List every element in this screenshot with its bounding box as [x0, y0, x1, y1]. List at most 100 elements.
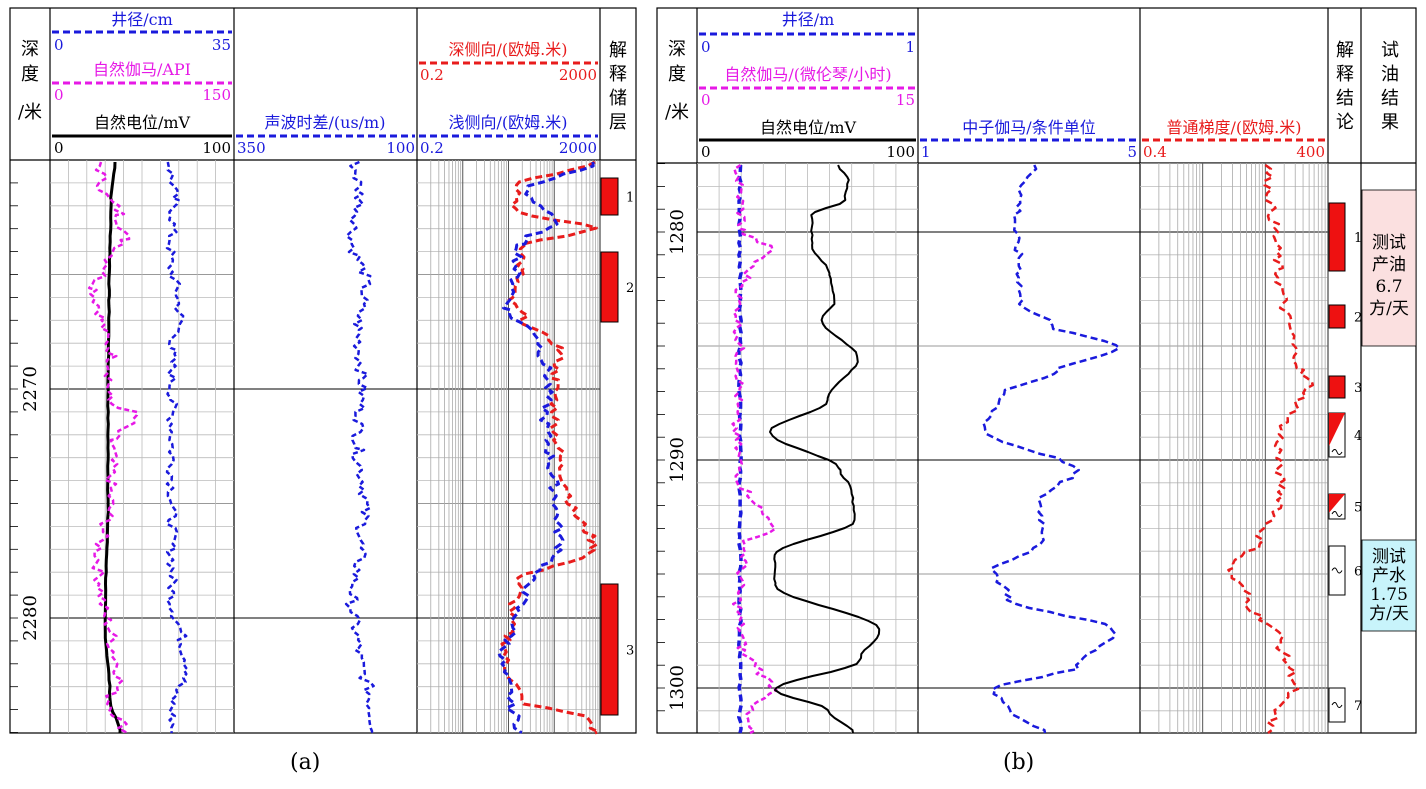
a-sp-label: 自然电位/mV	[94, 113, 191, 132]
panel-b-conclusion-header-1: 解	[1336, 40, 1354, 61]
b-gradient-label: 普通梯度/(欧姆.米)	[1167, 118, 1302, 137]
panel-a-interp-header-4: 层	[609, 112, 627, 133]
a-depth-label-2270: 2270	[20, 366, 41, 412]
a-caliper-min: 0	[54, 36, 64, 54]
b-neutron-min: 1	[921, 143, 931, 161]
b-gradient-curve	[1227, 163, 1315, 734]
b-layer-2	[1328, 304, 1346, 329]
b-layer-3	[1328, 375, 1346, 399]
a-sp-max: 100	[202, 139, 231, 157]
a-sonic-min: 350	[237, 139, 266, 157]
b-test-1-line-4: 方/天	[1369, 299, 1409, 319]
panel-a-interp-header-2: 释	[609, 64, 627, 85]
a-caliper-max: 35	[212, 36, 231, 54]
a-deep-curve	[500, 160, 600, 735]
b-gradient-min: 0.4	[1143, 143, 1167, 161]
b-depth-label-1280: 1280	[667, 209, 688, 255]
b-layer-label-2: 2	[1354, 311, 1362, 326]
b-test-2-line-3: 1.75	[1370, 585, 1408, 605]
b-layer-label-3: 3	[1354, 381, 1362, 396]
b-caliper-label: 井径/m	[782, 10, 835, 29]
b-sp-label: 自然电位/mV	[760, 118, 857, 137]
b-test-box-1	[1361, 189, 1417, 347]
b-gamma-max: 15	[896, 91, 915, 109]
panel-b-depth-header-3: /米	[665, 102, 689, 123]
a-sonic-curve	[344, 160, 376, 735]
a-reservoir-label-2: 2	[626, 281, 634, 296]
b-depth-label-1290: 1290	[667, 437, 688, 483]
a-caliper-curve	[165, 161, 188, 734]
panel-b-depth-header-2: 度	[668, 64, 686, 85]
caption-b: (b)	[1003, 750, 1035, 775]
panel-b-conclusion-header-2: 释	[1336, 64, 1354, 85]
b-test-2-line-2: 产水	[1372, 566, 1406, 586]
panel-b-conclusion-header-4: 论	[1336, 112, 1354, 133]
b-layer-label-6: 6	[1354, 565, 1362, 580]
a-reservoir-2	[600, 251, 619, 323]
b-depth-label-1300: 1300	[667, 665, 688, 711]
a-caliper-label: 井径/cm	[111, 10, 173, 29]
panel-a-depth-header-1: 深	[21, 39, 39, 60]
b-test-1-line-3: 6.7	[1375, 277, 1402, 297]
a-shallow-label: 浅侧向/(欧姆.米)	[449, 113, 568, 132]
b-layer-label-4: 4	[1354, 429, 1362, 444]
a-reservoir-label-3: 3	[626, 644, 634, 659]
b-gamma-label: 自然伽马/(微伦琴/小时)	[724, 65, 891, 84]
panel-a-interp-header-3: 储	[609, 88, 627, 109]
a-reservoir-1	[600, 177, 619, 216]
b-test-1-line-1: 测试	[1372, 233, 1406, 253]
b-test-2-line-4: 方/天	[1369, 604, 1409, 624]
b-layer-label-5: 5	[1354, 501, 1362, 516]
panel-a-frame	[9, 7, 637, 734]
a-sonic-max: 100	[386, 139, 415, 157]
b-layer-5-water-mark	[1331, 511, 1343, 517]
panel-b-conclusion-header-3: 结	[1336, 88, 1354, 109]
a-deep-label: 深侧向/(欧姆.米)	[449, 40, 568, 59]
a-sp-min: 0	[54, 139, 64, 157]
a-depth-label-2280: 2280	[20, 595, 41, 641]
b-gamma-curve	[731, 163, 778, 735]
b-layer-6-water-mark	[1331, 567, 1343, 574]
b-gamma-min: 0	[701, 91, 711, 109]
a-shallow-max: 2000	[559, 139, 597, 157]
panel-b-test-header-2: 油	[1381, 64, 1399, 85]
a-gamma-label: 自然伽马/API	[93, 60, 191, 79]
b-caliper-max: 1	[905, 38, 915, 56]
b-layer-4-oil-part	[1329, 413, 1345, 446]
b-layer-label-7: 7	[1354, 699, 1362, 714]
b-neutron-label: 中子伽马/条件单位	[962, 118, 1095, 137]
b-layer-1	[1328, 202, 1346, 272]
a-sonic-label: 声波时差/(us/m)	[265, 113, 386, 132]
a-gamma-max: 150	[202, 86, 231, 104]
a-deep-min: 0.2	[420, 66, 444, 84]
b-layer-4-water-mark	[1331, 449, 1343, 455]
a-gamma-curve	[87, 161, 139, 734]
b-layer-label-1: 1	[1354, 231, 1362, 246]
panel-b-frame	[656, 7, 1417, 734]
a-shallow-min: 0.2	[420, 139, 444, 157]
panel-b-depth-header-1: 深	[668, 39, 686, 60]
a-deep-max: 2000	[559, 66, 597, 84]
b-layer-7-water-mark	[1331, 702, 1343, 708]
panel-a-interp-header-1: 解	[609, 40, 627, 61]
b-caliper-curve	[737, 164, 743, 734]
b-neutron-max: 5	[1127, 143, 1137, 161]
b-test-box-2	[1361, 539, 1417, 632]
panel-a-depth-header-3: /米	[18, 102, 42, 123]
caption-a: (a)	[290, 750, 321, 775]
b-layer-5-oil-part	[1329, 494, 1345, 513]
b-test-1-line-2: 产油	[1372, 255, 1406, 275]
a-reservoir-label-1: 1	[626, 191, 634, 206]
b-sp-max: 100	[886, 143, 915, 161]
b-sp-curve	[769, 164, 881, 734]
b-gradient-max: 400	[1296, 143, 1325, 161]
a-shallow-curve	[497, 161, 595, 734]
a-reservoir-3	[600, 583, 619, 716]
panel-b-test-header-4: 果	[1381, 112, 1399, 133]
b-sp-min: 0	[701, 143, 711, 161]
a-gamma-min: 0	[54, 86, 64, 104]
b-caliper-min: 0	[701, 38, 711, 56]
b-test-2-line-1: 测试	[1372, 547, 1406, 567]
